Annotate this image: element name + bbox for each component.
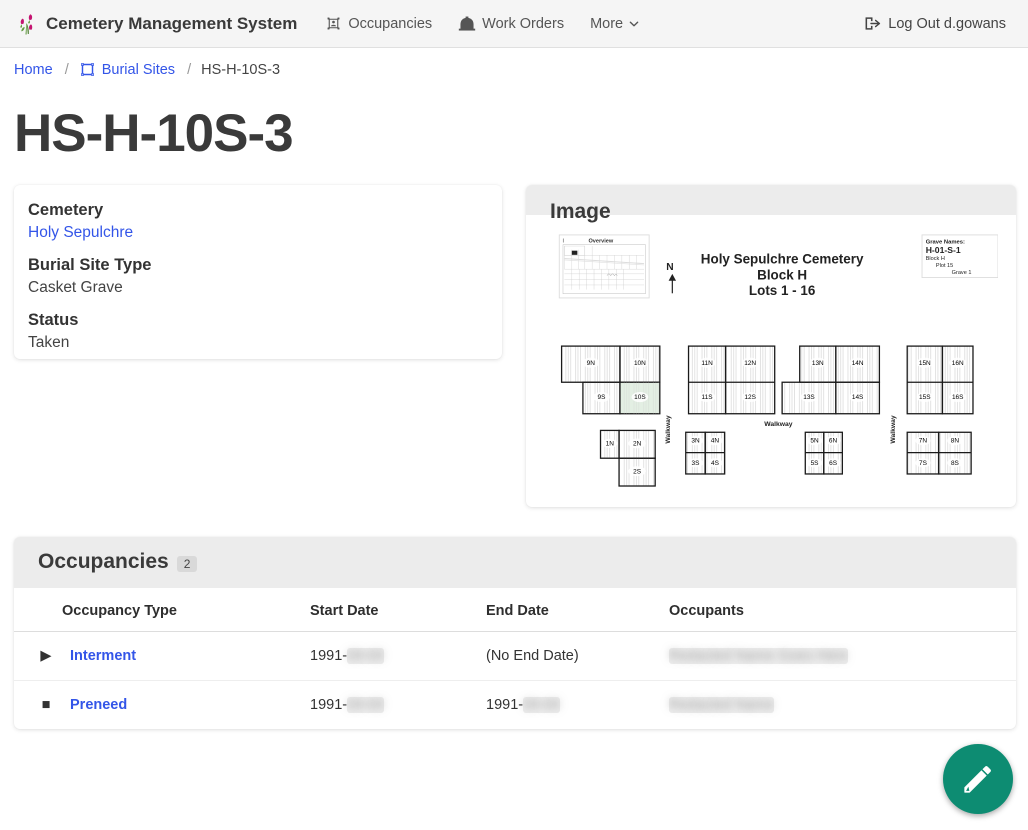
svg-text:3N: 3N (691, 438, 700, 445)
svg-text:10S: 10S (634, 394, 646, 401)
svg-text:11N: 11N (701, 360, 713, 367)
svg-text:2N: 2N (633, 441, 642, 448)
svg-text:15S: 15S (919, 394, 931, 401)
svg-text:5N: 5N (810, 438, 819, 445)
svg-text:8S: 8S (951, 460, 960, 467)
svg-text:Walkway: Walkway (890, 415, 897, 444)
svg-text:7N: 7N (919, 438, 928, 445)
svg-text:6S: 6S (829, 460, 838, 467)
svg-text:10N: 10N (634, 360, 646, 367)
svg-text:9S: 9S (597, 394, 606, 401)
svg-text:9N: 9N (587, 360, 596, 367)
svg-text:Walkway: Walkway (764, 421, 793, 428)
svg-text:12N: 12N (744, 360, 756, 367)
svg-text:Holy Sepulchre Cemetery: Holy Sepulchre Cemetery (701, 252, 864, 267)
svg-text:Block H: Block H (926, 256, 945, 262)
svg-text:13S: 13S (803, 394, 815, 401)
svg-text:I: I (563, 238, 564, 244)
svg-text:14N: 14N (852, 360, 864, 367)
svg-text:5S: 5S (811, 460, 820, 467)
svg-text:8N: 8N (951, 438, 960, 445)
svg-text:13N: 13N (812, 360, 824, 367)
svg-text:Plot 15: Plot 15 (936, 263, 953, 269)
svg-text:Overview: Overview (588, 238, 613, 244)
svg-text:6N: 6N (829, 438, 838, 445)
svg-text:1N: 1N (606, 441, 615, 448)
svg-text:3S: 3S (692, 460, 701, 467)
svg-text:4N: 4N (711, 438, 720, 445)
svg-text:Lots 1 - 16: Lots 1 - 16 (749, 283, 815, 298)
svg-text:15N: 15N (919, 360, 931, 367)
svg-text:Grave 1: Grave 1 (952, 270, 972, 276)
svg-text:2S: 2S (633, 468, 642, 475)
svg-text:11S: 11S (702, 394, 714, 401)
svg-text:Block H: Block H (757, 267, 807, 282)
svg-text:12S: 12S (744, 394, 756, 401)
svg-text:14S: 14S (852, 394, 864, 401)
svg-text:Walkway: Walkway (665, 415, 672, 444)
svg-text:N: N (666, 262, 673, 273)
svg-text:16N: 16N (952, 360, 964, 367)
svg-text:7S: 7S (919, 460, 928, 467)
svg-text:4S: 4S (711, 460, 720, 467)
svg-text:H-01-S-1: H-01-S-1 (926, 245, 961, 255)
svg-text:16S: 16S (952, 394, 964, 401)
